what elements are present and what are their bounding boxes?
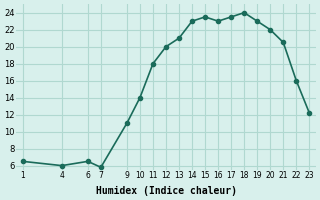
X-axis label: Humidex (Indice chaleur): Humidex (Indice chaleur) <box>95 186 236 196</box>
